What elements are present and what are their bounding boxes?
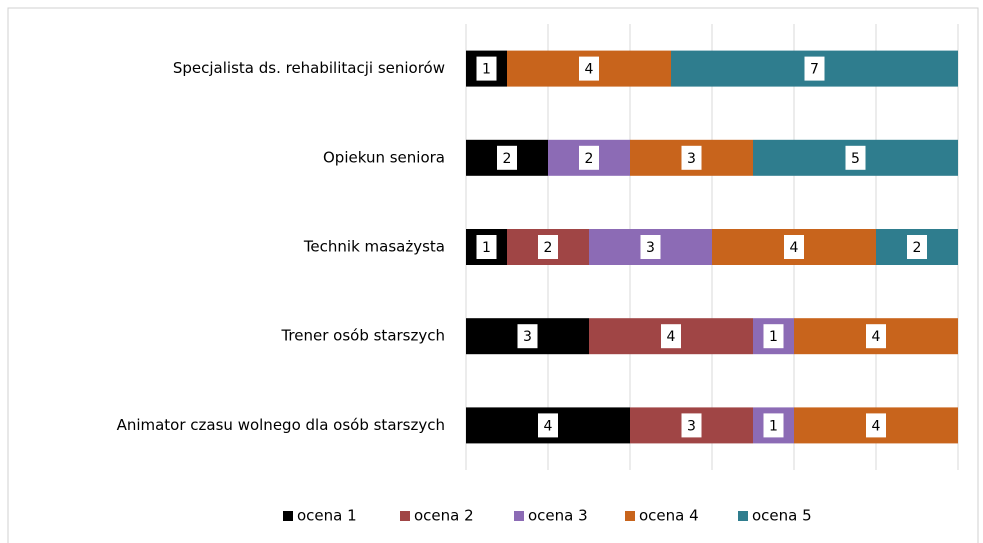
data-label: 4 (544, 418, 553, 434)
data-label: 4 (872, 329, 881, 345)
data-label: 2 (544, 240, 553, 256)
legend-swatch (738, 511, 748, 521)
legend-label: ocena 4 (639, 507, 699, 525)
y-tick-label: Trener osób starszych (280, 327, 445, 345)
chart-frame (7, 7, 979, 543)
legend-label: ocena 3 (528, 507, 588, 525)
label-box (681, 413, 702, 438)
label-box (538, 235, 558, 259)
legend-swatch (625, 511, 635, 521)
label-box (661, 324, 681, 349)
label-box (804, 56, 825, 81)
y-tick-label: Technik masażysta (303, 238, 445, 256)
data-label: 4 (872, 418, 881, 434)
data-label: 1 (769, 329, 778, 345)
data-label: 2 (913, 240, 922, 256)
legend-label: ocena 2 (414, 507, 474, 525)
legend-swatch (514, 511, 524, 521)
label-box (866, 324, 886, 349)
label-box (476, 235, 497, 259)
label-box (845, 145, 866, 170)
label-box (784, 235, 804, 259)
label-box (517, 324, 538, 349)
label-box (763, 413, 784, 438)
data-label: 1 (482, 240, 491, 256)
data-label: 1 (482, 62, 491, 78)
label-box (476, 56, 497, 81)
label-box (907, 235, 927, 259)
data-label: 3 (687, 151, 696, 167)
data-label: 7 (810, 62, 819, 78)
label-box (579, 56, 599, 81)
data-label: 1 (769, 418, 778, 434)
legend-label: ocena 5 (752, 507, 812, 525)
label-box (681, 145, 702, 170)
legend-label: ocena 1 (297, 507, 357, 525)
data-label: 4 (667, 329, 676, 345)
data-label: 4 (585, 62, 594, 78)
data-label: 5 (851, 151, 860, 167)
data-label: 2 (585, 151, 594, 167)
data-label: 3 (646, 240, 655, 256)
label-box (763, 324, 784, 349)
data-label: 3 (687, 418, 696, 434)
label-box (497, 145, 517, 170)
label-box (866, 413, 886, 438)
data-label: 2 (503, 151, 512, 167)
y-tick-label: Animator czasu wolnego dla osób starszyc… (117, 416, 445, 434)
label-box (538, 413, 558, 438)
y-tick-label: Opiekun seniora (323, 148, 445, 166)
legend-swatch (400, 511, 410, 521)
data-label: 3 (523, 329, 532, 345)
data-label: 4 (790, 240, 799, 256)
label-box (640, 235, 661, 259)
y-tick-label: Specjalista ds. rehabilitacji seniorów (173, 59, 445, 77)
legend-swatch (283, 511, 293, 521)
label-box (579, 145, 599, 170)
